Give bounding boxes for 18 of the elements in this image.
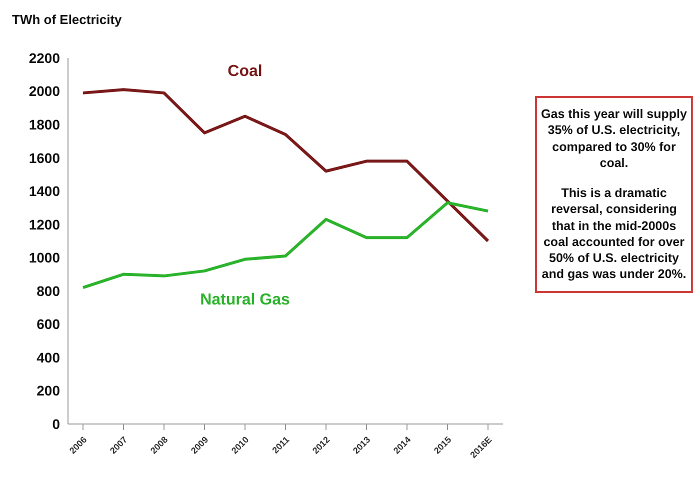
note-box: Gas this year will supply 35% of U.S. electricity, compared to 30% for coal. This is a dramatic reversal, considering that in the mid-2000s coal accounted for over 50% of U.S. electricity and gas was under 20%. xyxy=(535,96,693,292)
y-tick-label: 0 xyxy=(52,416,60,432)
y-tick-label: 1800 xyxy=(28,116,60,133)
series-label: Natural Gas xyxy=(200,291,290,308)
y-tick-label: 600 xyxy=(36,316,60,332)
y-tick-label: 1200 xyxy=(28,216,60,232)
y-axis-title: TWh of Electricity xyxy=(12,12,122,27)
y-tick-label: 400 xyxy=(36,349,60,366)
y-tick-label: 200 xyxy=(36,382,60,399)
line-series xyxy=(82,88,490,242)
y-tick-label: 2000 xyxy=(28,83,60,100)
y-tick-label: 1000 xyxy=(28,250,60,266)
y-tick-label: 2200 xyxy=(28,50,60,66)
text: Coal xyxy=(228,63,262,80)
y-tick-label: 1400 xyxy=(28,183,60,200)
y-tick-label: 800 xyxy=(36,282,60,299)
line-series xyxy=(82,201,490,290)
y-tick-label: 1600 xyxy=(28,150,60,166)
